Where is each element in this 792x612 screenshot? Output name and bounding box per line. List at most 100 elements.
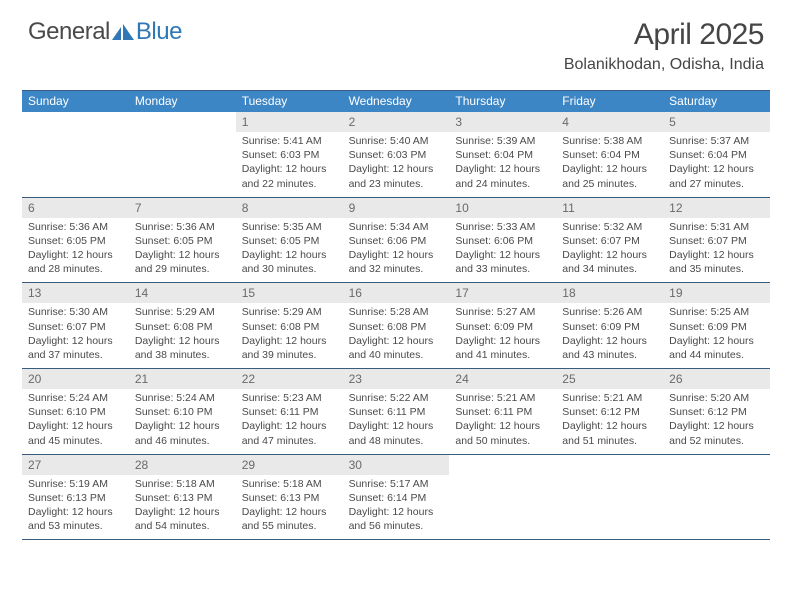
day-data: Sunrise: 5:21 AMSunset: 6:11 PMDaylight:… [449, 389, 556, 454]
day-number: 5 [663, 112, 770, 132]
day-data: Sunrise: 5:30 AMSunset: 6:07 PMDaylight:… [22, 303, 129, 368]
day-cell: 22Sunrise: 5:23 AMSunset: 6:11 PMDayligh… [236, 369, 343, 454]
day-cell: 14Sunrise: 5:29 AMSunset: 6:08 PMDayligh… [129, 283, 236, 368]
day-cell: 21Sunrise: 5:24 AMSunset: 6:10 PMDayligh… [129, 369, 236, 454]
day-number: 21 [129, 369, 236, 389]
day-number: 17 [449, 283, 556, 303]
day-data: Sunrise: 5:17 AMSunset: 6:14 PMDaylight:… [343, 475, 450, 540]
day-number: 22 [236, 369, 343, 389]
week-row: 27Sunrise: 5:19 AMSunset: 6:13 PMDayligh… [22, 455, 770, 541]
day-cell: 24Sunrise: 5:21 AMSunset: 6:11 PMDayligh… [449, 369, 556, 454]
day-number: 26 [663, 369, 770, 389]
day-number: 18 [556, 283, 663, 303]
day-number: 20 [22, 369, 129, 389]
day-cell: 23Sunrise: 5:22 AMSunset: 6:11 PMDayligh… [343, 369, 450, 454]
day-data: Sunrise: 5:23 AMSunset: 6:11 PMDaylight:… [236, 389, 343, 454]
day-data: Sunrise: 5:35 AMSunset: 6:05 PMDaylight:… [236, 218, 343, 283]
sails-icon [112, 24, 134, 40]
day-cell: 19Sunrise: 5:25 AMSunset: 6:09 PMDayligh… [663, 283, 770, 368]
day-data: Sunrise: 5:39 AMSunset: 6:04 PMDaylight:… [449, 132, 556, 197]
day-number: 3 [449, 112, 556, 132]
weekday-cell: Tuesday [236, 91, 343, 112]
day-data: Sunrise: 5:18 AMSunset: 6:13 PMDaylight:… [129, 475, 236, 540]
day-data: Sunrise: 5:41 AMSunset: 6:03 PMDaylight:… [236, 132, 343, 197]
weekday-cell: Wednesday [343, 91, 450, 112]
day-number: 1 [236, 112, 343, 132]
day-number: 15 [236, 283, 343, 303]
day-cell: 26Sunrise: 5:20 AMSunset: 6:12 PMDayligh… [663, 369, 770, 454]
logo-text-general: General [28, 18, 110, 46]
day-cell: 30Sunrise: 5:17 AMSunset: 6:14 PMDayligh… [343, 455, 450, 540]
day-number: 24 [449, 369, 556, 389]
calendar: SundayMondayTuesdayWednesdayThursdayFrid… [22, 90, 770, 540]
day-data: Sunrise: 5:32 AMSunset: 6:07 PMDaylight:… [556, 218, 663, 283]
day-data: Sunrise: 5:27 AMSunset: 6:09 PMDaylight:… [449, 303, 556, 368]
day-data: Sunrise: 5:40 AMSunset: 6:03 PMDaylight:… [343, 132, 450, 197]
logo-text-blue: Blue [136, 18, 182, 46]
month-title: April 2025 [564, 18, 764, 52]
day-cell: 10Sunrise: 5:33 AMSunset: 6:06 PMDayligh… [449, 198, 556, 283]
day-data: Sunrise: 5:22 AMSunset: 6:11 PMDaylight:… [343, 389, 450, 454]
day-data: Sunrise: 5:29 AMSunset: 6:08 PMDaylight:… [129, 303, 236, 368]
weeks-container: 0xxx0xxx1Sunrise: 5:41 AMSunset: 6:03 PM… [22, 112, 770, 540]
day-number: 29 [236, 455, 343, 475]
day-number: 7 [129, 198, 236, 218]
day-number: 9 [343, 198, 450, 218]
weekday-row: SundayMondayTuesdayWednesdayThursdayFrid… [22, 91, 770, 112]
weekday-cell: Monday [129, 91, 236, 112]
day-cell: 7Sunrise: 5:36 AMSunset: 6:05 PMDaylight… [129, 198, 236, 283]
day-number: 11 [556, 198, 663, 218]
day-cell: 11Sunrise: 5:32 AMSunset: 6:07 PMDayligh… [556, 198, 663, 283]
day-cell: 9Sunrise: 5:34 AMSunset: 6:06 PMDaylight… [343, 198, 450, 283]
day-data: Sunrise: 5:36 AMSunset: 6:05 PMDaylight:… [129, 218, 236, 283]
day-cell: 15Sunrise: 5:29 AMSunset: 6:08 PMDayligh… [236, 283, 343, 368]
day-data: Sunrise: 5:24 AMSunset: 6:10 PMDaylight:… [129, 389, 236, 454]
day-cell: 13Sunrise: 5:30 AMSunset: 6:07 PMDayligh… [22, 283, 129, 368]
week-row: 13Sunrise: 5:30 AMSunset: 6:07 PMDayligh… [22, 283, 770, 369]
title-block: April 2025 Bolanikhodan, Odisha, India [564, 18, 764, 74]
day-data: Sunrise: 5:33 AMSunset: 6:06 PMDaylight:… [449, 218, 556, 283]
day-number: 30 [343, 455, 450, 475]
day-data: Sunrise: 5:38 AMSunset: 6:04 PMDaylight:… [556, 132, 663, 197]
day-data: Sunrise: 5:37 AMSunset: 6:04 PMDaylight:… [663, 132, 770, 197]
day-data: Sunrise: 5:25 AMSunset: 6:09 PMDaylight:… [663, 303, 770, 368]
day-cell: 4Sunrise: 5:38 AMSunset: 6:04 PMDaylight… [556, 112, 663, 197]
day-data: Sunrise: 5:18 AMSunset: 6:13 PMDaylight:… [236, 475, 343, 540]
day-cell: 25Sunrise: 5:21 AMSunset: 6:12 PMDayligh… [556, 369, 663, 454]
day-number: 12 [663, 198, 770, 218]
day-cell: 12Sunrise: 5:31 AMSunset: 6:07 PMDayligh… [663, 198, 770, 283]
week-row: 20Sunrise: 5:24 AMSunset: 6:10 PMDayligh… [22, 369, 770, 455]
day-data: Sunrise: 5:36 AMSunset: 6:05 PMDaylight:… [22, 218, 129, 283]
week-row: 6Sunrise: 5:36 AMSunset: 6:05 PMDaylight… [22, 198, 770, 284]
day-data: Sunrise: 5:21 AMSunset: 6:12 PMDaylight:… [556, 389, 663, 454]
day-data: Sunrise: 5:31 AMSunset: 6:07 PMDaylight:… [663, 218, 770, 283]
day-cell: 6Sunrise: 5:36 AMSunset: 6:05 PMDaylight… [22, 198, 129, 283]
header: General Blue April 2025 Bolanikhodan, Od… [0, 0, 792, 80]
day-number: 28 [129, 455, 236, 475]
weekday-cell: Sunday [22, 91, 129, 112]
day-cell: 16Sunrise: 5:28 AMSunset: 6:08 PMDayligh… [343, 283, 450, 368]
day-cell: 8Sunrise: 5:35 AMSunset: 6:05 PMDaylight… [236, 198, 343, 283]
day-cell: 29Sunrise: 5:18 AMSunset: 6:13 PMDayligh… [236, 455, 343, 540]
weekday-cell: Thursday [449, 91, 556, 112]
day-cell: 0xxx [22, 112, 129, 197]
day-cell: 0xxx [556, 455, 663, 540]
day-number: 27 [22, 455, 129, 475]
day-number: 23 [343, 369, 450, 389]
day-cell: 0xxx [129, 112, 236, 197]
weekday-cell: Friday [556, 91, 663, 112]
day-cell: 3Sunrise: 5:39 AMSunset: 6:04 PMDaylight… [449, 112, 556, 197]
day-number: 16 [343, 283, 450, 303]
day-cell: 18Sunrise: 5:26 AMSunset: 6:09 PMDayligh… [556, 283, 663, 368]
day-data: Sunrise: 5:28 AMSunset: 6:08 PMDaylight:… [343, 303, 450, 368]
day-data: Sunrise: 5:26 AMSunset: 6:09 PMDaylight:… [556, 303, 663, 368]
logo: General Blue [28, 18, 182, 46]
day-cell: 0xxx [663, 455, 770, 540]
day-number: 19 [663, 283, 770, 303]
day-number: 6 [22, 198, 129, 218]
day-number: 25 [556, 369, 663, 389]
day-cell: 5Sunrise: 5:37 AMSunset: 6:04 PMDaylight… [663, 112, 770, 197]
day-cell: 0xxx [449, 455, 556, 540]
day-cell: 2Sunrise: 5:40 AMSunset: 6:03 PMDaylight… [343, 112, 450, 197]
day-data: Sunrise: 5:24 AMSunset: 6:10 PMDaylight:… [22, 389, 129, 454]
